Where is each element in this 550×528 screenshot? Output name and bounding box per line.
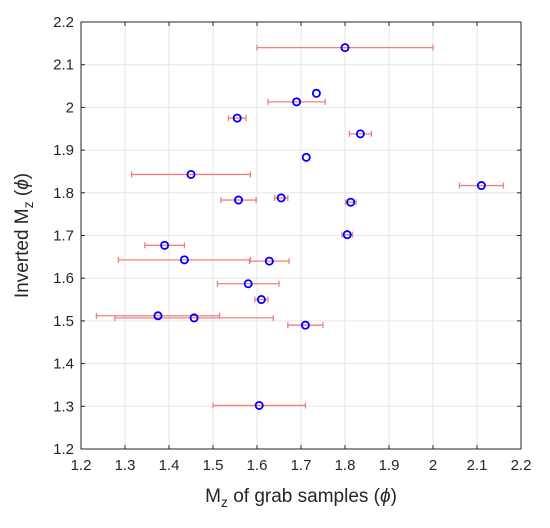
y-axis-label: Inverted Mz (ϕ) <box>12 173 36 298</box>
y-tick-label: 1.9 <box>53 142 74 159</box>
y-tick-label: 1.2 <box>53 441 74 458</box>
y-tick-label: 2.1 <box>53 57 74 74</box>
x-axis-label-base: M <box>205 486 221 507</box>
data-point <box>311 88 321 98</box>
x-tick-label: 1.4 <box>159 457 180 474</box>
x-axis-label-end: ) <box>391 486 397 507</box>
y-axis-label-base: Inverted M <box>12 208 33 298</box>
y-tick-label: 1.7 <box>53 228 74 245</box>
data-point <box>476 181 486 191</box>
x-tick-label: 1.9 <box>379 457 400 474</box>
x-tick-label: 1.6 <box>247 457 268 474</box>
x-tick-label: 1.2 <box>71 457 92 474</box>
data-point <box>355 129 365 139</box>
x-axis-label-symbol: ϕ <box>380 486 391 507</box>
y-tick-label: 1.5 <box>53 313 74 330</box>
data-point <box>301 152 311 162</box>
y-tick-label: 1.3 <box>53 398 74 415</box>
y-tick-label: 1.8 <box>53 185 74 202</box>
y-tick-label: 1.6 <box>53 270 74 287</box>
data-point <box>264 256 274 266</box>
data-markers <box>153 43 486 410</box>
y-axis-label-end: ) <box>12 173 33 179</box>
y-axis-label-subscript: z <box>20 201 36 208</box>
data-point <box>186 169 196 179</box>
data-point <box>300 320 310 330</box>
data-point <box>160 240 170 250</box>
data-point <box>234 195 244 205</box>
data-point <box>342 230 352 240</box>
y-tick-label: 1.4 <box>53 356 74 373</box>
data-point <box>346 197 356 207</box>
data-point <box>254 400 264 410</box>
data-point <box>243 279 253 289</box>
y-axis-label-text: ( <box>12 189 33 201</box>
data-point <box>276 193 286 203</box>
x-tick-label: 1.5 <box>203 457 224 474</box>
x-axis-label: Mz of grab samples (ϕ) <box>205 486 397 510</box>
gridlines <box>81 22 521 449</box>
x-tick-label: 2.2 <box>511 457 532 474</box>
data-point <box>256 295 266 305</box>
data-point <box>292 97 302 107</box>
y-axis-label-symbol: ϕ <box>12 179 33 190</box>
x-axis-label-text: of grab samples ( <box>228 486 381 507</box>
axis-ticks: 1.2 1.3 1.4 1.5 1.6 1.7 1.8 1.9 2 2.1 2.2 1.2 1.3 1.4… <box>53 14 531 474</box>
x-tick-label: 2 <box>429 457 437 474</box>
data-point <box>232 113 242 123</box>
data-point <box>179 255 189 265</box>
x-tick-label: 1.8 <box>335 457 356 474</box>
data-point <box>189 313 199 323</box>
y-tick-label: 2 <box>66 99 74 116</box>
error-bars <box>95 44 505 409</box>
x-tick-label: 2.1 <box>467 457 488 474</box>
y-tick-label: 2.2 <box>53 14 74 31</box>
x-tick-label: 1.7 <box>291 457 312 474</box>
x-axis-label-subscript: z <box>221 494 228 510</box>
data-point <box>340 43 350 53</box>
data-point <box>153 311 163 321</box>
x-tick-label: 1.3 <box>115 457 136 474</box>
